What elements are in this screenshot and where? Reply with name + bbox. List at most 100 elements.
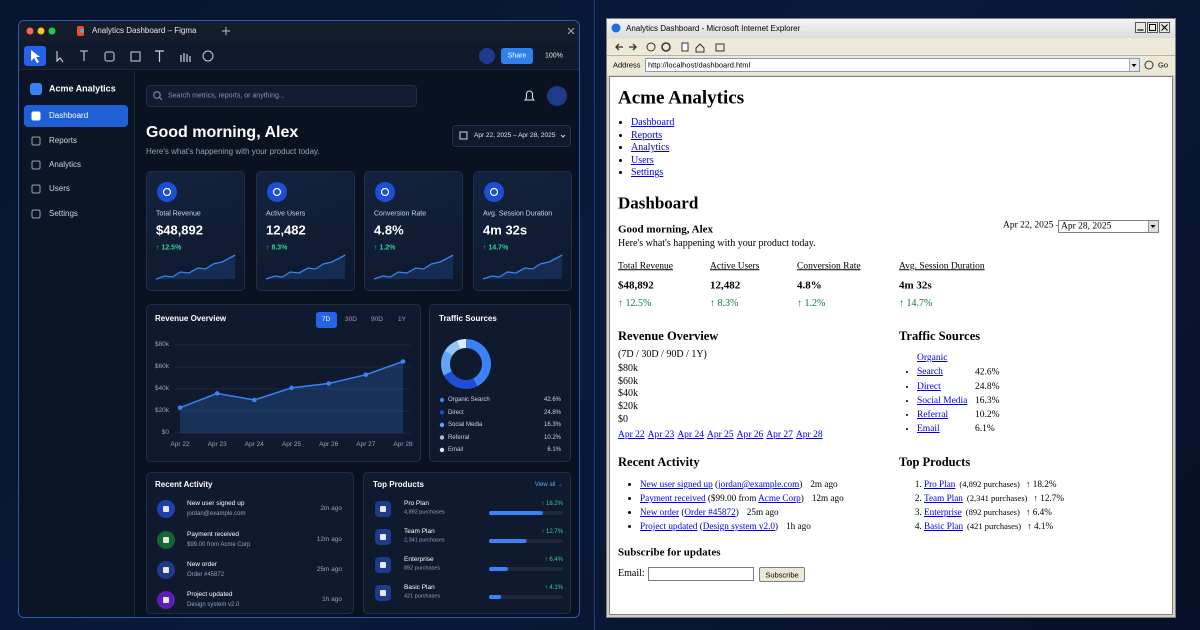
ie-traffic-link[interactable]: Email [917, 424, 940, 435]
ie-activity-link[interactable]: jordan@example.com [718, 479, 800, 489]
ie-activity-link[interactable]: Payment received [640, 493, 706, 503]
ie-stat-label[interactable]: Conversion Rate [797, 261, 861, 272]
zoom-level[interactable]: 100% [545, 52, 563, 60]
ie-nav-link[interactable]: Dashboard [631, 117, 675, 128]
ie-category-link[interactable]: Apr 26 [736, 430, 764, 440]
ie-activity-item: New user signed up (jordan@example.com) 2… [640, 477, 844, 491]
ie-product-growth: ↑ 18.2% [1025, 479, 1057, 489]
ie-h3: Revenue Overview [618, 328, 719, 343]
ie-date-from: Apr 22, 2025 – [1003, 220, 1061, 231]
ie-activity-text: ) [800, 493, 804, 503]
ie-date-to: Apr 28, 2025 [1061, 220, 1112, 231]
ie-activity-link[interactable]: New user signed up [640, 479, 713, 489]
ie-nav-item: Users [631, 155, 674, 168]
ie-nav-link[interactable]: Analytics [631, 142, 670, 153]
legend-label: Organic Search [448, 397, 490, 403]
ie-stat-label[interactable]: Total Revenue [618, 261, 673, 272]
ie-stat-value: 4.8% [797, 279, 822, 292]
ie-select-button[interactable] [1148, 221, 1158, 232]
address-label: Address [613, 60, 641, 70]
ie-activity-link[interactable]: Project updated [640, 521, 698, 531]
ie-activity-text: ) [735, 507, 739, 517]
ie-product-link[interactable]: Basic Plan [924, 521, 964, 531]
ie-email-label: Email: [618, 568, 645, 579]
ie-traffic-item: Organic Search 42.6% [917, 351, 1000, 380]
ie-y-tick-label: $20k [618, 401, 638, 413]
ie-product-link[interactable]: Team Plan [924, 493, 963, 503]
product-growth: ↑ 12.7% [541, 529, 563, 535]
search-box[interactable] [146, 85, 417, 107]
ie-h3: Traffic Sources [899, 328, 981, 343]
ie-activity-text: 25m ago [746, 507, 779, 517]
activity-title: New order [187, 560, 217, 568]
nav-item[interactable]: Dashboard [49, 111, 89, 120]
ie-activity-link[interactable]: Order #45872 [684, 507, 736, 517]
ie-traffic-link[interactable]: Referral [917, 410, 949, 421]
ie-activity-item: Project updated (Design system v2.0) 1h a… [640, 519, 844, 533]
ie-traffic-value: 6.1% [975, 424, 995, 435]
legend-label: Referral [448, 434, 470, 441]
share-button[interactable] [501, 48, 533, 64]
ie-window-title: Analytics Dashboard - Microsoft Internet… [626, 24, 801, 33]
ie-nav-link[interactable]: Reports [631, 129, 663, 141]
address-url: http://localhost/dashboard.html [648, 60, 751, 70]
window-button[interactable] [1135, 22, 1146, 33]
ie-product-link[interactable]: Enterprise [924, 507, 962, 517]
tool-select-active[interactable] [24, 46, 46, 66]
ie-stat-label[interactable]: Avg. Session Duration [899, 261, 985, 272]
go-button[interactable]: Go [1158, 60, 1169, 70]
address-input[interactable] [645, 58, 1140, 72]
window-button[interactable] [1147, 22, 1158, 33]
ie-category-link[interactable]: Apr 23 [647, 430, 675, 440]
ie-email-input[interactable] [648, 567, 754, 581]
ie-activity-link[interactable]: Design system v2.0 [702, 521, 775, 531]
ie-stat-label[interactable]: Active Users [710, 261, 760, 272]
ie-stat-change: ↑ 12.5% [618, 298, 652, 309]
ie-activity-link[interactable]: Acme Corp [758, 493, 801, 503]
ie-category-link[interactable]: Apr 24 [677, 430, 704, 440]
nav-item[interactable]: Settings [49, 209, 78, 218]
panel-title: Top Products [373, 480, 424, 489]
search-placeholder: Search metrics, reports, or anything... [168, 92, 285, 100]
nav-item[interactable]: Analytics [49, 160, 82, 169]
nav-item[interactable]: Users [49, 184, 70, 193]
x-tick-label: Apr 27 [356, 440, 376, 448]
stat-change: ↑ 12.5% [156, 244, 182, 252]
ie-nav-link[interactable]: Users [631, 154, 654, 166]
ie-category-link[interactable]: Apr 22 [618, 430, 645, 440]
view-all-link[interactable]: View all → [534, 482, 563, 488]
share-label[interactable]: Share [507, 52, 527, 60]
ie-h1: Acme Analytics [618, 87, 745, 109]
ie-traffic-link[interactable]: Organic Search [917, 353, 948, 378]
range-button[interactable]: 30D [345, 315, 357, 323]
ie-subscribe-button[interactable] [759, 567, 805, 582]
window-button[interactable] [1159, 22, 1170, 33]
ie-category-link[interactable]: Apr 25 [706, 430, 734, 440]
range-active [316, 312, 337, 328]
ie-category-link[interactable]: Apr 27 [766, 430, 793, 440]
title-bar [19, 21, 579, 42]
user-avatar-label[interactable]: A [553, 90, 561, 101]
toolbar [19, 42, 579, 70]
range-button[interactable]: 1Y [398, 315, 406, 323]
ie-traffic-link[interactable]: Direct [917, 381, 941, 392]
range-button[interactable]: 7D [321, 315, 331, 323]
address-dropdown[interactable] [1129, 59, 1139, 71]
stat-value: $48,892 [156, 222, 203, 238]
stat-change: ↑ 8.3% [266, 244, 288, 252]
ie-category-link[interactable]: Apr 28 [795, 430, 823, 440]
ie-nav-link[interactable]: Settings [631, 167, 664, 178]
ie-traffic-link[interactable]: Social Media [917, 395, 968, 406]
ie-activity-link[interactable]: New order [640, 507, 680, 517]
range-button[interactable]: 90D [371, 315, 383, 323]
nav-item[interactable]: Reports [49, 136, 78, 145]
ie-product-link[interactable]: Pro Plan [924, 479, 956, 489]
stat-label: Active Users [266, 210, 306, 218]
ie-subscribe-label[interactable]: Subscribe [765, 569, 799, 579]
ie-traffic-item: Email 6.1% [917, 422, 1000, 436]
ie-date-select[interactable] [1058, 220, 1159, 233]
ie-traffic-value: 42.6% [975, 367, 1000, 378]
panel-title: Revenue Overview [155, 314, 227, 323]
date-picker[interactable] [452, 125, 571, 147]
y-tick-label: $20k [154, 406, 169, 414]
